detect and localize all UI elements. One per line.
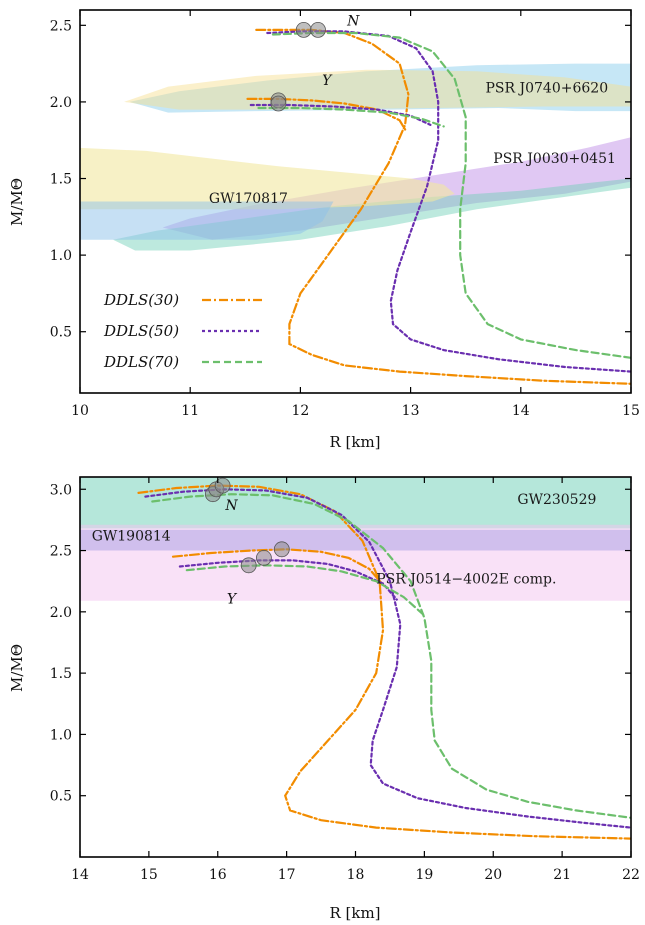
y-tick-label: 1.0	[50, 727, 72, 743]
top-legend: DDLS(30) DDLS(50) DDLS(70)	[103, 291, 262, 371]
max-mass-marker	[273, 541, 290, 558]
x-tick-label: 11	[181, 403, 199, 419]
top-band-labels: PSR J0740+6620 PSR J0030+0451 GW170817	[209, 81, 616, 207]
x-tick-label: 13	[402, 403, 420, 419]
band-label: PSR J0740+6620	[486, 81, 609, 97]
top-markers	[270, 21, 326, 112]
x-tick-label: 15	[622, 403, 640, 419]
x-tick-label: 14	[71, 867, 89, 883]
x-tick-label: 10	[71, 403, 89, 419]
x-tick-label: 14	[512, 403, 530, 419]
series-line-1	[171, 548, 385, 586]
band-label: PSR J0030+0451	[493, 151, 616, 167]
legend-label: DDLS(30)	[103, 291, 179, 309]
top-ticks: 10 11 12 13 14 15 0.5 1.0 1.5 2.0 2.5	[50, 10, 640, 419]
bottom-ticks: 14 15 16 17 18 19 20 21 22 0.5 1.0 1.5 2.0 2.5 3.0	[50, 477, 640, 883]
branch-label: N	[224, 498, 238, 514]
x-tick-label: 19	[415, 867, 433, 883]
bottom-x-axis-title: R [km]	[329, 904, 380, 922]
band-0	[129, 63, 631, 113]
top-y-axis-title: M/MΘ	[8, 178, 26, 226]
band-label: GW230529	[517, 492, 596, 508]
y-tick-label: 1.0	[50, 248, 72, 264]
y-tick-label: 1.5	[50, 666, 72, 682]
band-label: GW190814	[92, 529, 171, 545]
series-line-2	[144, 488, 631, 829]
series-line-4	[271, 31, 631, 359]
y-tick-label: 3.0	[50, 482, 72, 498]
bottom-y-axis-title: M/MΘ	[8, 644, 26, 692]
x-tick-label: 20	[484, 867, 502, 883]
y-tick-label: 2.0	[50, 95, 72, 111]
series-line-0	[137, 484, 631, 840]
y-tick-label: 0.5	[50, 325, 72, 341]
y-tick-label: 2.5	[50, 18, 72, 34]
max-mass-marker	[310, 21, 326, 38]
max-mass-marker	[240, 557, 257, 574]
band-4	[80, 147, 455, 210]
x-tick-label: 15	[140, 867, 158, 883]
y-tick-label: 0.5	[50, 789, 72, 805]
y-tick-label: 2.5	[50, 544, 72, 560]
band-2	[80, 524, 631, 601]
y-tick-label: 2.0	[50, 605, 72, 621]
series-line-5	[257, 106, 445, 128]
x-tick-label: 16	[209, 867, 227, 883]
top-plot-frame	[79, 9, 632, 394]
x-tick-label: 21	[553, 867, 571, 883]
band-label: GW170817	[209, 191, 288, 207]
max-mass-marker	[214, 477, 231, 494]
top-branch-labels: NY	[322, 13, 360, 89]
x-tick-label: 22	[622, 867, 640, 883]
series-line-5	[185, 564, 426, 617]
branch-label: N	[346, 13, 360, 29]
bottom-series	[137, 484, 631, 840]
legend-label: DDLS(50)	[103, 322, 179, 340]
max-mass-marker	[255, 550, 272, 566]
branch-label: Y	[322, 73, 333, 89]
top-x-axis-title: R [km]	[329, 433, 380, 451]
x-tick-label: 17	[278, 867, 296, 883]
x-tick-label: 12	[291, 403, 309, 419]
band-5	[80, 201, 334, 240]
series-line-4	[151, 493, 631, 819]
y-tick-label: 1.5	[50, 172, 72, 188]
series-line-0	[255, 28, 631, 385]
bottom-markers	[204, 477, 290, 574]
legend-label: DDLS(70)	[103, 353, 179, 371]
x-tick-label: 18	[347, 867, 365, 883]
top-bands	[80, 63, 631, 251]
bottom-band-labels: GW230529 GW190814 PSR J0514−4002E comp.	[92, 492, 597, 588]
max-mass-marker	[295, 21, 312, 38]
series-line-2	[266, 30, 631, 373]
bottom-branch-labels: NY	[224, 498, 238, 607]
band-label: PSR J0514−4002E comp.	[376, 572, 556, 588]
max-mass-marker	[270, 95, 287, 112]
branch-label: Y	[227, 591, 238, 607]
